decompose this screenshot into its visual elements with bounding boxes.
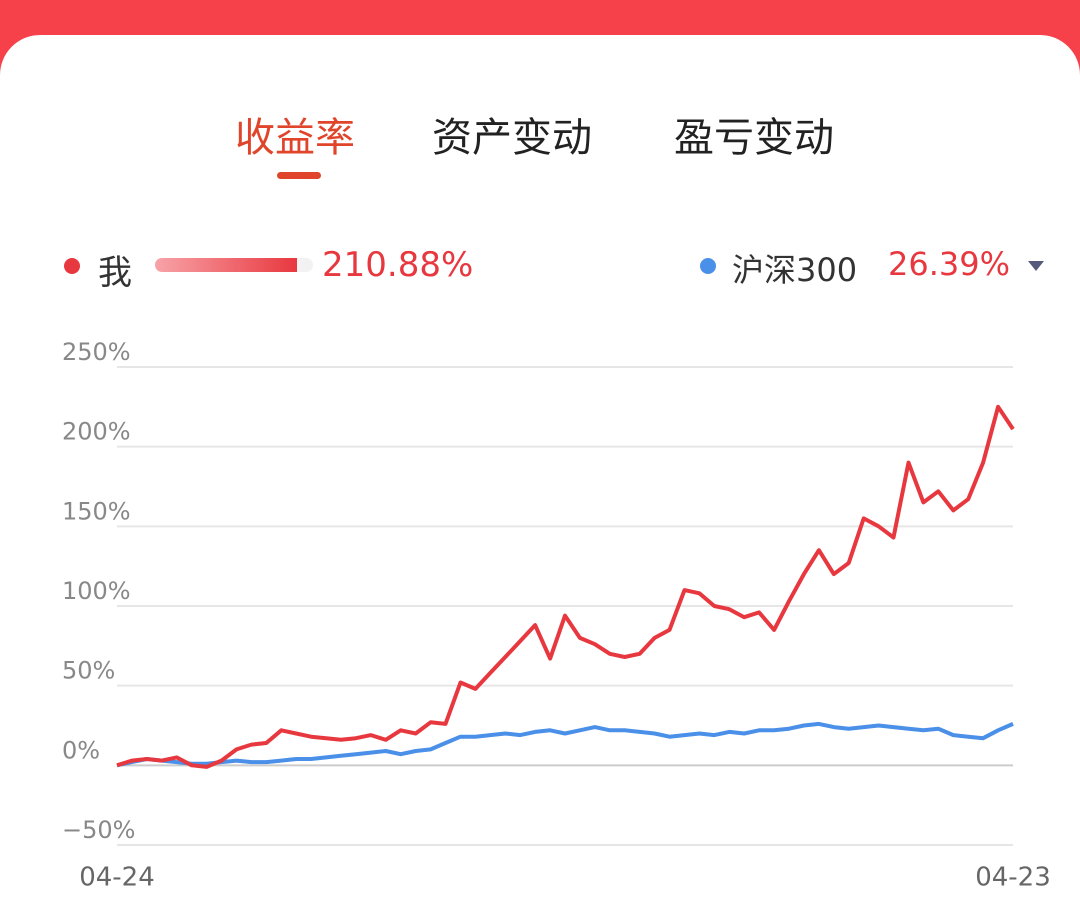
x-tick-label: 04-24: [79, 863, 155, 893]
y-tick-label: 50%: [62, 657, 115, 685]
x-tick-label: 04-23: [975, 863, 1051, 893]
y-tick-label: 100%: [62, 577, 131, 605]
legend-name: 我: [98, 253, 132, 293]
legend-dot: [64, 258, 80, 274]
tab[interactable]: 盈亏变动: [674, 115, 834, 161]
y-tick-label: −50%: [62, 816, 135, 844]
dropdown-arrow[interactable]: [1028, 261, 1044, 271]
y-tick-label: 250%: [62, 338, 131, 366]
progress-bar: [155, 258, 313, 272]
y-tick-label: 150%: [62, 497, 131, 525]
legend-value: 210.88%: [322, 245, 474, 285]
legend-name: 沪深300: [732, 251, 858, 289]
series-line: [116, 721, 1014, 768]
tab-underline: [277, 172, 321, 179]
y-tick-label: 0%: [62, 736, 100, 764]
tab[interactable]: 收益率: [235, 115, 355, 161]
series-line: [116, 404, 1015, 769]
legend-value: 26.39%: [888, 245, 1011, 283]
tab[interactable]: 资产变动: [432, 115, 592, 161]
y-tick-label: 200%: [62, 418, 131, 446]
legend-dot: [700, 258, 716, 274]
